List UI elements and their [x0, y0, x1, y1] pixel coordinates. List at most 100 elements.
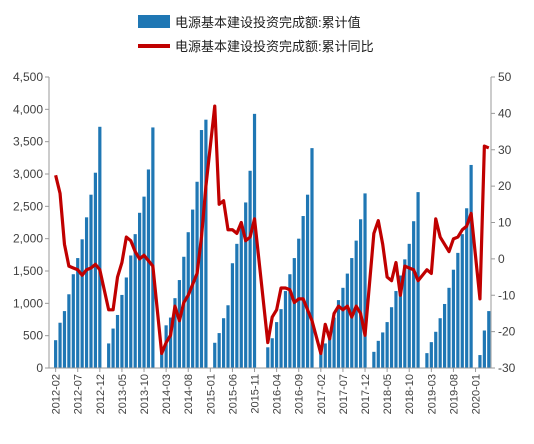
- bar-2016-03: [270, 338, 274, 368]
- bar-2015-11: [252, 113, 257, 368]
- bar-2015-06: [230, 263, 235, 368]
- bar-2017-08: [345, 273, 349, 368]
- bar-2017-04: [328, 332, 332, 368]
- bar-2017-10: [354, 240, 358, 368]
- bar-2016-02: [266, 347, 270, 368]
- bar-2013-02: [107, 343, 111, 368]
- left-tick-label: 3,500: [13, 135, 43, 149]
- bar-2019-02: [425, 353, 429, 368]
- bar-2013-07: [129, 255, 133, 368]
- left-tick-label: 1,500: [13, 264, 43, 278]
- bar-2013-12: [151, 127, 155, 368]
- bar-2013-08: [133, 234, 137, 368]
- bar-2014-04: [168, 317, 173, 368]
- bar-2017-12: [363, 193, 367, 368]
- bar-2014-05: [173, 298, 177, 368]
- bar-2015-07: [235, 243, 239, 368]
- bar-2017-11: [359, 219, 363, 368]
- x-tick-label: 2014-03: [161, 374, 173, 414]
- bar-2014-07: [182, 256, 186, 368]
- x-tick-label: 2012-12: [95, 374, 107, 414]
- bar-2012-08: [80, 239, 84, 368]
- bar-2012-07: [76, 258, 80, 368]
- x-tick-label: 2017-12: [360, 374, 372, 414]
- bar-2013-03: [111, 328, 115, 368]
- bar-2016-09: [297, 238, 301, 368]
- bar-2017-03: [323, 343, 327, 368]
- right-tick-label: 50: [498, 70, 512, 84]
- x-tick-label: 2019-08: [448, 374, 460, 414]
- x-tick-label: 2015-01: [205, 374, 217, 414]
- legend: 电源基本建设投资完成额:累计值 电源基本建设投资完成额:累计同比: [138, 15, 374, 54]
- left-tick-label: 4,000: [13, 102, 43, 116]
- legend-bar-swatch: [138, 15, 170, 28]
- bar-2012-05: [67, 294, 71, 368]
- bar-2018-04: [381, 332, 385, 368]
- left-tick-label: 2,500: [13, 199, 43, 213]
- x-tick-label: 2018-10: [404, 374, 416, 414]
- left-tick-label: 1,000: [13, 296, 43, 310]
- x-tick-label: 2012-02: [51, 374, 63, 414]
- x-tick-label: 2018-05: [382, 374, 394, 414]
- bar-2014-12: [204, 119, 208, 369]
- left-tick-label: 500: [23, 329, 43, 343]
- bar-2019-07: [447, 287, 451, 368]
- right-tick-label: -20: [498, 325, 516, 339]
- right-tick-label: 20: [498, 179, 512, 193]
- bar-2018-02: [372, 351, 376, 368]
- bar-2019-05: [438, 318, 442, 368]
- x-tick-label: 2015-06: [227, 374, 239, 414]
- bar-2012-09: [84, 217, 89, 368]
- legend-label-bar: 电源基本建设投资完成额:累计值: [175, 15, 361, 30]
- bar-2019-08: [451, 269, 456, 368]
- yoy-line: [54, 104, 490, 356]
- bar-2016-06: [283, 291, 288, 368]
- left-tick-label: 3,000: [13, 167, 43, 181]
- x-tick-label: 2015-11: [250, 374, 262, 414]
- bar-2018-03: [376, 340, 380, 368]
- bar-2018-06: [389, 307, 394, 368]
- bar-2016-04: [275, 322, 279, 368]
- right-tick-label: -10: [498, 288, 516, 302]
- bar-2013-06: [124, 277, 128, 368]
- x-tick-label: 2013-10: [139, 374, 151, 414]
- bar-2019-04: [434, 331, 438, 368]
- bar-2018-08: [398, 275, 402, 368]
- bar-2012-02: [54, 340, 58, 368]
- bar-2015-08: [239, 222, 243, 368]
- bar-2015-10: [248, 170, 252, 368]
- bar-2017-05: [332, 317, 336, 368]
- bar-2014-08: [186, 232, 190, 368]
- x-tick-label: 2020-01: [471, 374, 483, 414]
- legend-label-line: 电源基本建设投资完成额:累计同比: [175, 39, 374, 54]
- x-tick-label: 2016-04: [272, 374, 284, 414]
- bar-2013-09: [138, 212, 142, 368]
- x-tick-label: 2012-07: [73, 374, 85, 414]
- bar-2017-07: [341, 287, 345, 368]
- bar-2019-03: [429, 342, 433, 368]
- bar-2019-06: [442, 303, 447, 368]
- right-tick-label: 10: [498, 216, 512, 230]
- left-tick-label: 2,000: [13, 232, 43, 246]
- bar-2019-10: [460, 234, 464, 368]
- bar-2015-03: [217, 333, 221, 368]
- right-tick-label: 30: [498, 143, 512, 157]
- bar-2017-06: [336, 300, 341, 368]
- bar-2014-09: [191, 209, 195, 368]
- bar-2016-12: [310, 148, 314, 368]
- bar-2015-02: [213, 342, 217, 368]
- bar-2018-09: [403, 259, 407, 368]
- bar-2012-04: [62, 311, 67, 368]
- line-series: [54, 104, 490, 356]
- right-tick-label: 0: [498, 252, 505, 266]
- bar-2016-07: [288, 274, 292, 368]
- right-tick-label: 40: [498, 106, 512, 120]
- bar-2012-11: [93, 172, 98, 368]
- bar-2013-10: [142, 196, 146, 368]
- axes: 0 500 1,000 1,500 2,000 2,500 3,000 3,500 4,000 4…: [13, 70, 516, 414]
- x-tick-label: 2013-05: [117, 374, 129, 414]
- left-tick-label: 4,500: [13, 70, 43, 84]
- bar-2016-05: [279, 309, 283, 368]
